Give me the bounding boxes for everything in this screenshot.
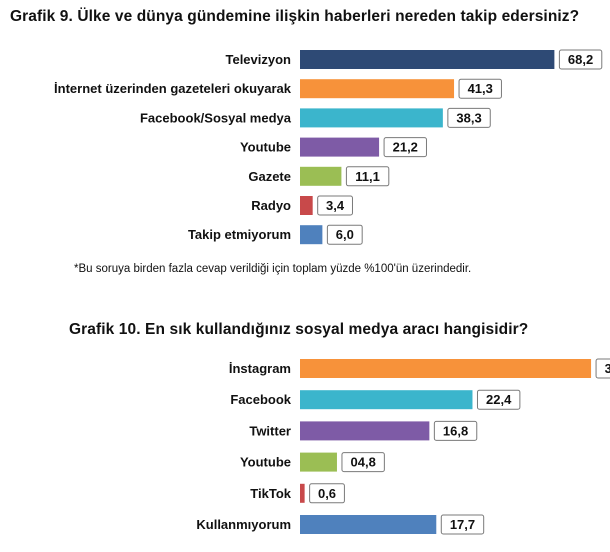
chart1-value-box [458,78,502,99]
chart2-value-label: 17,7 [450,517,475,532]
chart1-bar [300,137,380,157]
chart1-value-label: 6,0 [336,227,354,242]
chart1-bar [300,166,342,186]
chart1-value-label: 3,4 [326,198,345,213]
chart1-category-label: Gazete [248,169,291,184]
chart1-value-box [317,195,353,216]
chart1-category-label: Radyo [251,198,291,213]
chart2-value-label: 0,6 [318,486,336,501]
chart2-category-label: Facebook [230,392,291,407]
chart2-bar [300,515,437,534]
chart2-value-label: 37,8 [605,361,610,376]
chart1-value-label: 41,3 [468,81,493,96]
chart2-bar [300,390,473,410]
chart1-footnote: *Bu soruya birden fazla cevap verildiği … [74,263,472,275]
chart1-value-box [345,166,390,187]
chart2-category-label: Kullanmıyorum [196,517,291,532]
chart1-value-box [326,224,363,245]
chart1-value-label: 68,2 [568,52,593,67]
chart2-value-label: 04,8 [351,455,376,470]
chart2-bar [300,421,430,441]
chart1-category-label: Youtube [240,140,291,155]
chart1-bar [300,50,555,69]
chart1-value-label: 11,1 [355,169,380,184]
chart2-bar [300,452,337,472]
chart1-value-box [558,49,603,70]
chart1-bar [300,225,323,245]
chart1-category-label: İnternet üzerinden gazeteleri okuyarak [54,81,292,96]
chart1-bar [300,108,443,128]
chart2-category-label: Twitter [249,423,291,438]
chart2-value-box [433,420,478,441]
chart2-bar [300,359,592,378]
chart1-category-label: Televizyon [225,52,291,67]
chart1-bar [300,196,313,215]
chart2-category-label: TikTok [250,486,291,501]
chart2-value-box [476,389,521,410]
chart2-value-label: 16,8 [443,423,468,438]
chart2-value-box [341,452,385,473]
chart2-category-label: İnstagram [229,361,291,376]
chart2-value-box [440,514,485,535]
chart2-category-label: Youtube [240,455,291,470]
chart2-value-label: 22,4 [486,392,512,407]
chart2-value-box [309,483,345,504]
chart1-value-label: 21,2 [393,140,418,155]
chart2-value-box [595,358,610,379]
chart1-value-label: 38,3 [456,110,481,125]
chart1-value-box [447,107,491,128]
chart1-category-label: Facebook/Sosyal medya [140,110,292,125]
chart1-value-box [383,137,427,158]
chart2-title: Grafik 10. En sık kullandığınız sosyal m… [69,321,529,338]
chart1-category-label: Takip etmiyorum [188,227,291,242]
chart1-bar [300,79,455,99]
chart1-title: Grafik 9. Ülke ve dünya gündemine ilişki… [10,8,580,25]
chart2-bar [300,483,305,503]
